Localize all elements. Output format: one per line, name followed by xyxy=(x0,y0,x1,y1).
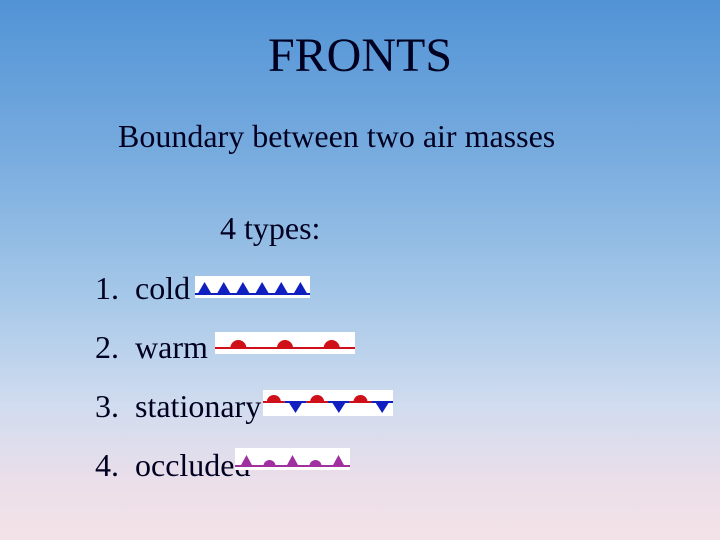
stationary-front-icon xyxy=(263,390,393,416)
item-number: 1. xyxy=(95,270,135,307)
types-label: 4 types: xyxy=(220,210,320,247)
occluded-front-icon xyxy=(235,448,350,470)
item-number: 4. xyxy=(95,447,135,484)
subtitle-text: Boundary between two air masses xyxy=(118,118,555,155)
page-title: FRONTS xyxy=(0,28,720,83)
front-types-list: 1. cold 2. warm 3. stationary 4. occlude… xyxy=(95,270,261,506)
item-label: occluded xyxy=(135,447,251,484)
item-label: cold xyxy=(135,270,190,307)
list-item: 3. stationary xyxy=(95,388,261,425)
item-label: warm xyxy=(135,329,208,366)
item-number: 3. xyxy=(95,388,135,425)
item-label: stationary xyxy=(135,388,261,425)
item-number: 2. xyxy=(95,329,135,366)
warm-front-icon xyxy=(215,332,355,354)
cold-front-icon xyxy=(195,276,310,298)
